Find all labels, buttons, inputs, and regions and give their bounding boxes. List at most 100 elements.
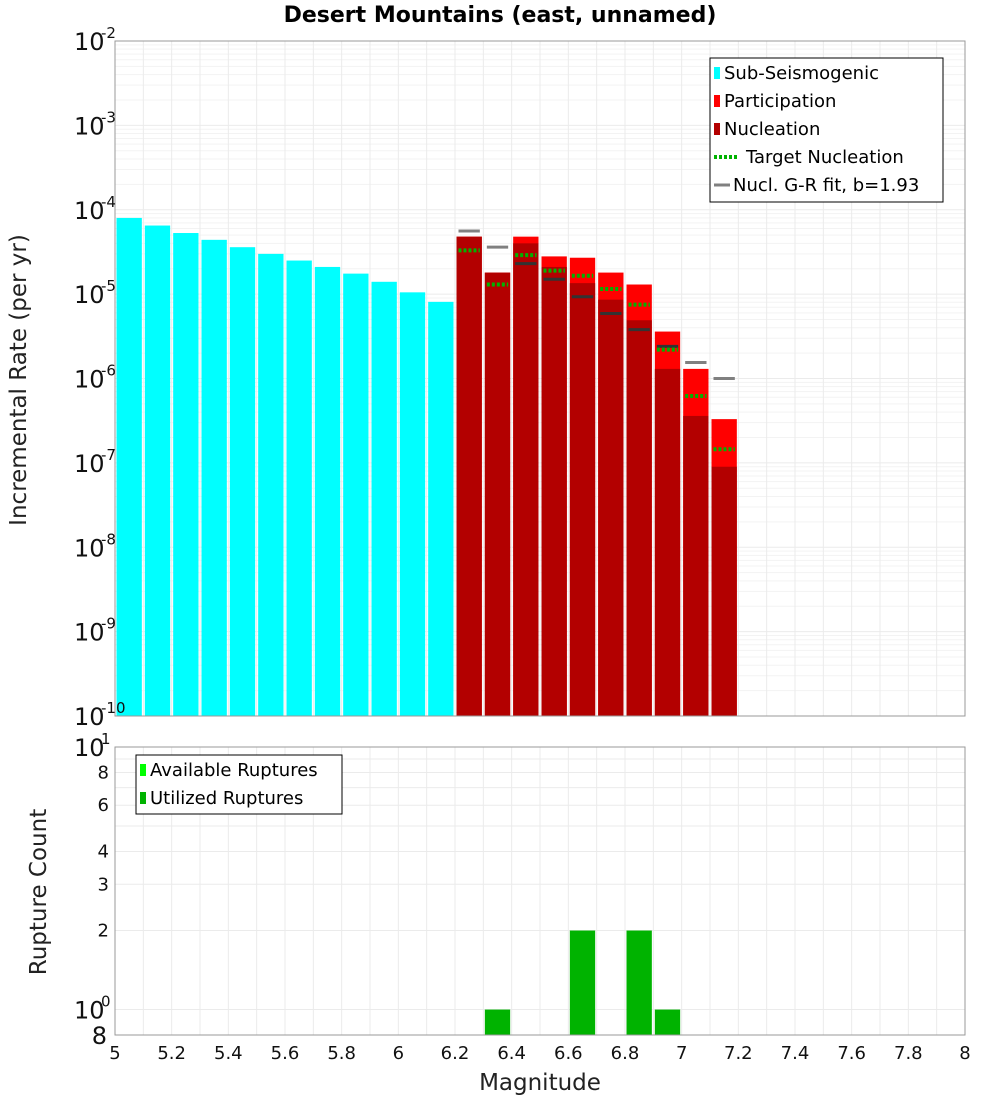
utilized-ruptures-bar [654,1009,681,1035]
sub-seismogenic-bar [201,239,227,716]
legend-swatch [714,123,720,135]
x-tick-label: 7.4 [781,1043,810,1064]
top-y-tick-label: 10 [74,112,105,140]
utilized-ruptures-bar [626,930,652,1035]
legend-swatch [140,764,146,776]
x-tick-label: 8 [959,1043,970,1064]
top-y-tick-label: 10 [74,197,105,225]
top-y-tick-label: 10 [74,703,105,731]
top-y-tick-exponent: -10 [101,699,126,717]
top-y-tick-label: 10 [74,450,105,478]
x-tick-label: 6.8 [611,1043,640,1064]
x-tick-label: 7 [676,1043,687,1064]
bottom-y-tick-label: 8 [92,1022,107,1050]
gr-fit-series [458,229,735,380]
x-tick-label: 6.2 [441,1043,470,1064]
bottom-y-tick-exponent: 1 [101,730,111,748]
nucleation-bar [569,283,596,716]
top-y-tick-exponent: -7 [101,446,116,464]
sub-seismogenic-bar [314,266,341,716]
x-tick-label: 7.2 [724,1043,753,1064]
top-y-tick-exponent: -6 [101,362,116,380]
legend-label: Utilized Ruptures [150,788,303,809]
x-tick-label: 6.6 [554,1043,583,1064]
top-y-tick-label: 10 [74,534,105,562]
bottom-y-tick-label: 6 [98,795,109,816]
top-y-tick-label: 10 [74,619,105,647]
sub-seismogenic-bar [144,225,171,716]
sub-seismogenic-bar [399,292,426,716]
bottom-y-tick-label: 4 [98,841,109,862]
x-axis-label: Magnitude [479,1070,601,1096]
top-y-tick-exponent: -5 [101,277,116,295]
x-tick-label: 7.6 [837,1043,866,1064]
nucleation-bar [598,299,624,716]
sub-seismogenic-bar [229,247,256,716]
sub-seismogenic-bar [116,217,142,716]
target-nucleation-series [458,248,735,452]
bottom-y-tick-label: 3 [98,874,109,895]
legend-label: Nucleation [724,119,820,140]
x-tick-label: 5.8 [327,1043,356,1064]
legend-label: Available Ruptures [150,760,318,781]
bottom-y-tick-label: 8 [98,762,109,783]
top-y-tick-label: 10 [74,28,105,56]
sub-seismogenic-bar [428,301,454,716]
x-tick-label: 5 [109,1043,120,1064]
nucleation-bar [626,320,652,716]
nucleation-bar [654,368,681,716]
nucleation-bar [484,272,511,716]
nucleation-bar [541,266,567,716]
sub-seismogenic-bar [286,260,312,716]
bottom-y-axis-label: Rupture Count [26,809,52,975]
nucleation-bar [711,466,737,716]
sub-seismogenic-bar [371,281,397,716]
top-legend-box [709,57,944,203]
x-tick-label: 5.2 [157,1043,186,1064]
nucleation-bar [456,236,482,716]
utilized-ruptures-series [484,930,681,1035]
bottom-legend-box [135,754,343,815]
nucleation-bar [683,415,709,716]
top-y-tick-exponent: -2 [101,24,116,42]
top-y-tick-exponent: -4 [101,193,116,211]
legend-swatch [714,67,720,79]
top-y-tick-exponent: -9 [101,615,116,633]
x-tick-label: 5.4 [214,1043,243,1064]
nucleation-series [456,236,737,717]
top-legend: Sub-Seismogenic Participation Nucleation Ta… [709,57,944,203]
bottom-plot-border [114,746,966,1036]
top-plot-border [114,40,966,717]
sub-seismogenic-bar [343,273,369,716]
sub-seismogenic-bar [173,233,199,716]
bottom-y-tick-label: 10 [74,997,105,1025]
top-y-tick-exponent: -8 [101,530,116,548]
chart-title: Desert Mountains (east, unnamed) [284,3,717,28]
sub-seismogenic-bar [258,253,284,716]
bottom-y-tick-label: 2 [98,921,109,942]
x-tick-label: 6.4 [497,1043,526,1064]
top-y-tick-label: 10 [74,281,105,309]
legend-swatch [714,95,720,107]
bottom-y-tick-exponent: 0 [101,993,111,1011]
nucleation-bar [513,243,539,717]
bottom-y-tick-label: 10 [74,734,105,762]
top-y-tick-label: 10 [74,366,105,394]
x-tick-label: 6 [393,1043,404,1064]
legend-swatch [140,792,146,804]
top-y-axis-label: Incremental Rate (per yr) [6,234,32,526]
top-plot-area: 10-1010-910-810-710-610-510-410-310-2Sub… [74,24,966,731]
legend-label: Nucl. G-R fit, b=1.93 [733,175,919,196]
sub-seismogenic-series [116,217,454,716]
utilized-ruptures-bar [569,930,596,1035]
utilized-ruptures-bar [484,1009,511,1035]
x-tick-label: 7.8 [894,1043,923,1064]
gr-fit-inside-marks [515,262,679,348]
legend-label: Participation [724,91,836,112]
bottom-legend: Available Ruptures Utilized Ruptures [135,754,343,815]
legend-label: Sub-Seismogenic [724,63,879,84]
x-tick-label: 5.6 [271,1043,300,1064]
legend-label: Target Nucleation [745,147,904,168]
